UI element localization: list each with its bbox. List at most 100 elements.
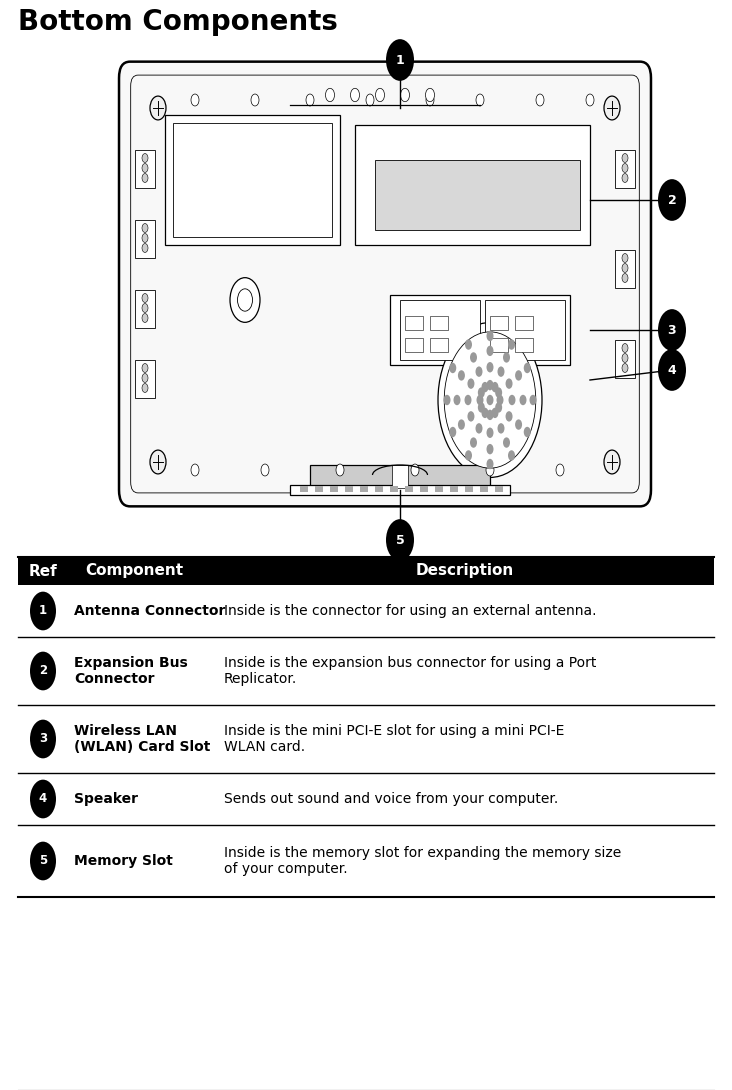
Circle shape	[508, 339, 515, 350]
Bar	[315, 486, 323, 492]
Circle shape	[487, 459, 493, 469]
Bar	[405, 316, 423, 330]
Circle shape	[622, 353, 628, 363]
Circle shape	[622, 364, 628, 373]
Circle shape	[482, 382, 488, 392]
Circle shape	[458, 420, 465, 429]
Circle shape	[622, 343, 628, 352]
Circle shape	[523, 427, 531, 437]
Circle shape	[444, 331, 536, 468]
Circle shape	[478, 402, 485, 413]
Bar	[390, 295, 570, 365]
Circle shape	[476, 423, 482, 434]
Circle shape	[477, 395, 484, 405]
Bar	[390, 486, 398, 492]
Circle shape	[465, 395, 471, 405]
Circle shape	[508, 450, 515, 461]
Circle shape	[449, 427, 456, 437]
Bar	[290, 485, 510, 495]
Text: Description: Description	[416, 564, 514, 579]
Bar	[392, 465, 408, 488]
Bar	[345, 486, 353, 492]
Bar	[405, 486, 413, 492]
Circle shape	[261, 464, 269, 476]
Circle shape	[465, 339, 472, 350]
Circle shape	[191, 94, 199, 106]
Circle shape	[491, 382, 498, 392]
Text: Inside is the mini PCI-E slot for using a mini PCI-E
WLAN card.: Inside is the mini PCI-E slot for using …	[224, 724, 564, 754]
Circle shape	[495, 402, 502, 413]
Bar	[430, 316, 448, 330]
Circle shape	[491, 408, 498, 419]
Bar	[615, 250, 635, 288]
Text: 5: 5	[39, 855, 47, 868]
Text: 5: 5	[395, 533, 404, 546]
FancyBboxPatch shape	[119, 62, 651, 507]
Circle shape	[458, 371, 465, 380]
Text: Bottom Components: Bottom Components	[18, 8, 338, 36]
Bar	[480, 486, 488, 492]
Circle shape	[142, 173, 148, 182]
Circle shape	[487, 362, 493, 373]
Circle shape	[523, 363, 531, 373]
Circle shape	[498, 423, 504, 434]
Text: Antenna Connector: Antenna Connector	[74, 604, 225, 618]
Bar	[495, 486, 503, 492]
Bar	[515, 316, 533, 330]
Circle shape	[487, 330, 493, 341]
Circle shape	[506, 378, 512, 389]
Bar	[18, 773, 714, 825]
Bar	[515, 338, 533, 352]
Text: Ref: Ref	[29, 564, 57, 579]
Circle shape	[150, 96, 166, 120]
Circle shape	[487, 395, 493, 405]
Circle shape	[622, 173, 628, 182]
Bar	[435, 486, 443, 492]
Circle shape	[604, 96, 620, 120]
Circle shape	[529, 395, 537, 405]
Text: Inside is the memory slot for expanding the memory size
of your computer.: Inside is the memory slot for expanding …	[224, 846, 621, 876]
Circle shape	[515, 371, 522, 380]
Circle shape	[495, 387, 502, 398]
Text: 2: 2	[668, 194, 676, 206]
Circle shape	[622, 264, 628, 272]
Circle shape	[536, 94, 544, 106]
Circle shape	[454, 395, 460, 405]
Text: Wireless LAN
(WLAN) Card Slot: Wireless LAN (WLAN) Card Slot	[74, 724, 210, 754]
Bar	[490, 316, 508, 330]
Bar	[135, 150, 155, 187]
Circle shape	[142, 154, 148, 162]
Bar	[18, 705, 714, 773]
Circle shape	[486, 464, 494, 476]
Bar	[165, 116, 340, 245]
Bar	[173, 123, 332, 237]
Circle shape	[30, 592, 56, 630]
Circle shape	[498, 366, 504, 377]
Circle shape	[520, 395, 526, 405]
Bar	[450, 486, 458, 492]
Circle shape	[496, 395, 504, 405]
Circle shape	[142, 293, 148, 302]
Bar	[485, 300, 565, 360]
Circle shape	[449, 363, 456, 373]
Bar	[405, 338, 423, 352]
Circle shape	[658, 179, 686, 221]
Text: 4: 4	[668, 363, 676, 376]
Text: Inside is the expansion bus connector for using a Port
Replicator.: Inside is the expansion bus connector fo…	[224, 656, 597, 686]
Circle shape	[386, 519, 414, 561]
Text: Memory Slot: Memory Slot	[74, 853, 173, 868]
Circle shape	[142, 384, 148, 392]
Bar	[615, 150, 635, 187]
Circle shape	[622, 254, 628, 263]
Circle shape	[604, 450, 620, 474]
Circle shape	[515, 420, 522, 429]
Bar	[135, 290, 155, 328]
Text: 3: 3	[39, 732, 47, 746]
Circle shape	[438, 323, 542, 477]
Circle shape	[482, 408, 488, 419]
Circle shape	[478, 387, 485, 398]
Circle shape	[30, 779, 56, 819]
Circle shape	[506, 411, 512, 422]
Circle shape	[470, 437, 477, 448]
Circle shape	[509, 395, 515, 405]
